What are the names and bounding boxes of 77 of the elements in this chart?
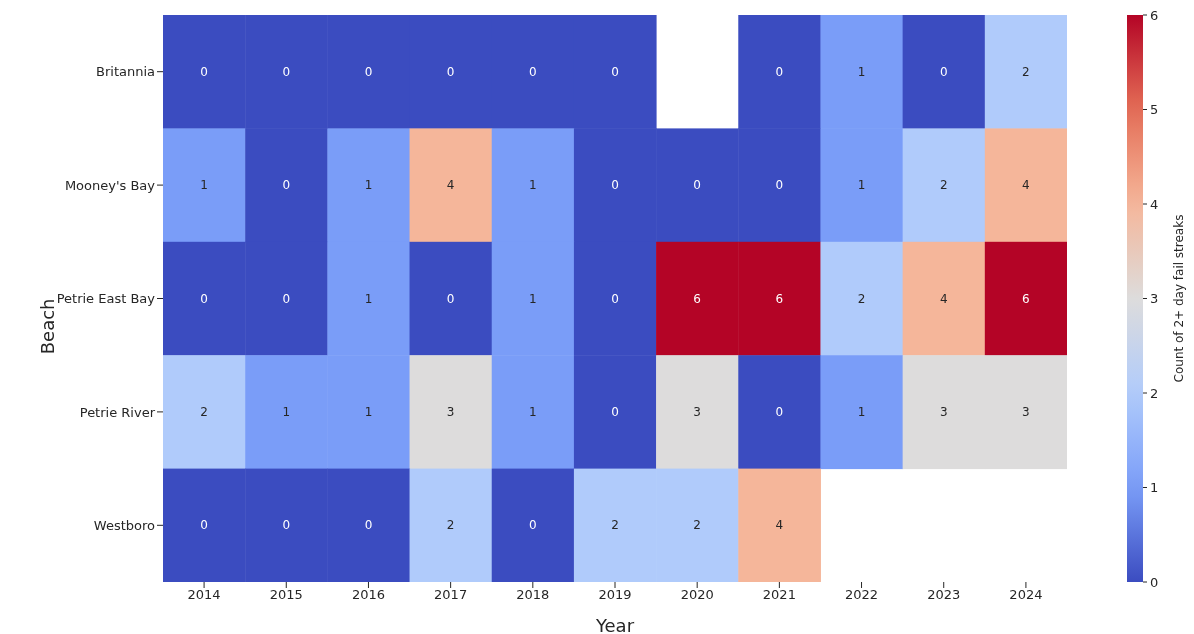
data-label: 1 <box>857 64 866 79</box>
data-label: 1 <box>529 291 537 306</box>
data-label: 0 <box>200 64 208 79</box>
data-label: 0 <box>200 518 208 533</box>
x-tick-label: 2023 <box>927 587 961 603</box>
x-tick-label: 2018 <box>516 587 550 603</box>
color-bar-label: 4 <box>1150 196 1159 212</box>
data-label: 0 <box>282 178 291 193</box>
x-axis-title: Year <box>594 615 635 634</box>
data-label: 4 <box>939 291 948 306</box>
data-label: 2 <box>446 518 455 533</box>
data-label: 1 <box>364 178 373 193</box>
data-label: 0 <box>611 291 619 306</box>
data-label: 2 <box>857 291 866 306</box>
data-label: 6 <box>775 291 784 306</box>
color-bar-label: 2 <box>1150 385 1159 401</box>
data-label: 4 <box>1022 178 1030 193</box>
x-tick-label: 2014 <box>187 587 221 603</box>
data-label: 2 <box>939 178 948 193</box>
x-tick-label: 2017 <box>434 587 468 603</box>
data-label: 1 <box>857 178 866 193</box>
data-label: 1 <box>364 291 373 306</box>
data-label: 0 <box>775 64 784 79</box>
data-label: 0 <box>282 291 291 306</box>
x-tick-label: 2021 <box>762 587 796 603</box>
color-bar-label: 6 <box>1150 7 1159 23</box>
data-label: 0 <box>282 518 291 533</box>
data-label: 0 <box>282 64 291 79</box>
data-label: 0 <box>529 64 537 79</box>
data-label: 3 <box>1022 404 1030 419</box>
data-label: 6 <box>1022 291 1030 306</box>
data-label: 0 <box>529 518 537 533</box>
data-label: 0 <box>364 518 373 533</box>
data-label: 3 <box>939 404 948 419</box>
data-label: 1 <box>529 178 537 193</box>
data-label: 0 <box>200 291 208 306</box>
data-label: 1 <box>529 404 537 419</box>
data-label: 0 <box>611 178 619 193</box>
data-label: 0 <box>611 64 619 79</box>
data-label: 4 <box>446 178 455 193</box>
data-label: 6 <box>693 291 701 306</box>
y-axis-title: Beach <box>37 298 59 355</box>
data-label: 3 <box>446 404 455 419</box>
data-label: 0 <box>693 178 701 193</box>
data-label: 2 <box>1022 64 1030 79</box>
color-bar-label: 1 <box>1150 480 1159 495</box>
y-tick-label: Britannia <box>96 64 155 80</box>
data-label: 2 <box>693 518 701 533</box>
data-label: 1 <box>200 178 208 193</box>
color-bar-label: 0 <box>1150 574 1159 590</box>
color-bar-title: Count of 2+ day fail streaks <box>1172 214 1186 383</box>
data-label: 1 <box>364 404 373 419</box>
x-tick-label: 2022 <box>845 587 879 603</box>
x-tick-label: 2020 <box>680 587 714 603</box>
x-tick-label: 2016 <box>351 587 385 603</box>
data-label: 0 <box>939 64 948 79</box>
data-label: 1 <box>857 404 866 419</box>
data-label: 0 <box>446 291 455 306</box>
data-label: 3 <box>693 404 701 419</box>
y-tick-label: Petrie East Bay <box>56 291 156 307</box>
data-label: 4 <box>775 518 784 533</box>
color-bar-label: 5 <box>1150 102 1159 117</box>
x-tick-label: 2015 <box>269 587 303 603</box>
data-label: 0 <box>775 178 784 193</box>
y-tick-label: Mooney's Bay <box>64 177 156 193</box>
data-label: 0 <box>775 404 784 419</box>
y-tick-label: Petrie River <box>79 404 156 420</box>
x-tick-label: 2024 <box>1009 587 1043 603</box>
data-label: 0 <box>364 64 373 79</box>
color-bar-label: 3 <box>1150 291 1159 306</box>
data-label: 1 <box>282 404 291 419</box>
data-label: 2 <box>611 518 619 533</box>
data-label: 0 <box>611 404 619 419</box>
data-label: 2 <box>200 404 208 419</box>
data-label: 0 <box>446 64 455 79</box>
y-tick-label: Westboro <box>93 517 156 533</box>
x-tick-label: 2019 <box>598 587 632 603</box>
